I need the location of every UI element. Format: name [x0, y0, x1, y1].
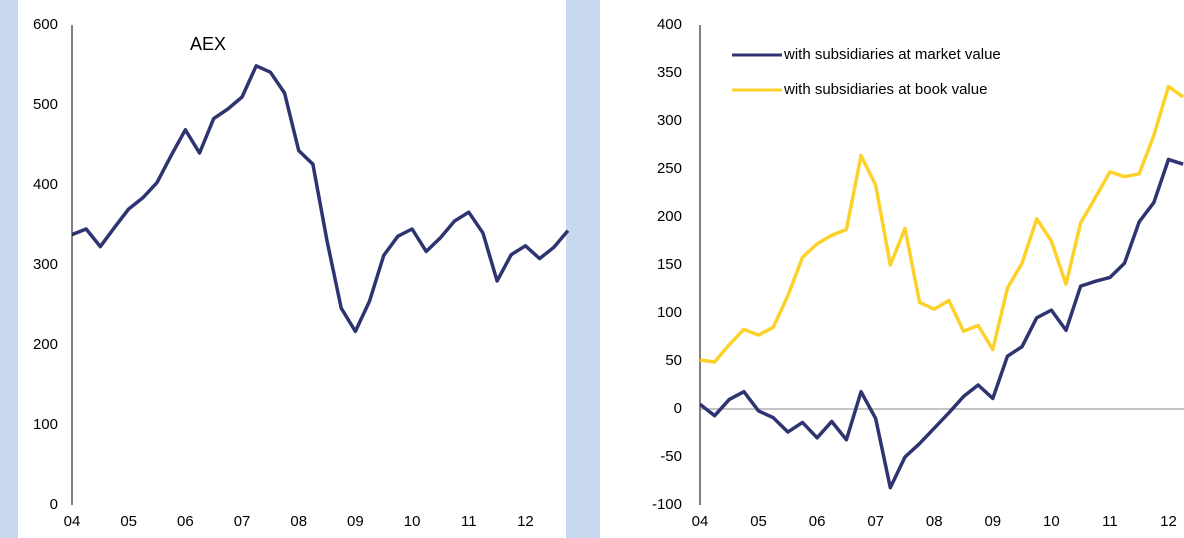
x-tick-label: 11: [1102, 513, 1118, 530]
x-tick-label: 08: [290, 513, 307, 530]
y-tick-label: 300: [33, 256, 58, 273]
x-tick-label: 07: [867, 513, 884, 530]
data-line: [699, 84, 1184, 364]
y-tick-label: -50: [660, 448, 682, 465]
x-tick-label: 05: [120, 513, 137, 530]
x-tick-label: 07: [234, 513, 251, 530]
x-tick-label: 06: [809, 513, 826, 530]
y-tick-label: 200: [33, 336, 58, 353]
legend-label: with subsidiaries at market value: [783, 46, 1001, 63]
x-tick-label: 09: [347, 513, 364, 530]
panel: [18, 0, 566, 538]
plot: [71, 25, 570, 505]
x-tick-label: 06: [177, 513, 194, 530]
x-tick-label: 08: [926, 513, 943, 530]
y-tick-label: 400: [657, 16, 682, 33]
x-tick-label: 05: [750, 513, 767, 530]
x-tick-label: 10: [1043, 513, 1060, 530]
y-tick-label: 200: [657, 208, 682, 225]
y-tick-label: 500: [33, 96, 58, 113]
panel: [600, 0, 1184, 538]
legend-label: with subsidiaries at book value: [783, 81, 987, 98]
y-tick-label: 0: [50, 496, 58, 513]
y-tick-label: 150: [657, 256, 682, 273]
x-tick-label: 11: [461, 513, 477, 530]
x-tick-label: 09: [984, 513, 1001, 530]
y-tick-label: 100: [33, 416, 58, 433]
y-tick-label: 300: [657, 112, 682, 129]
chart-title: AEX: [190, 34, 226, 54]
data-line: [71, 64, 570, 334]
x-tick-label: 10: [404, 513, 421, 530]
y-tick-label: 50: [665, 352, 682, 369]
x-tick-label: 04: [64, 513, 81, 530]
y-tick-label: 600: [33, 16, 58, 33]
y-tick-label: 400: [33, 176, 58, 193]
data-line: [698, 157, 1184, 490]
plot: [698, 25, 1184, 505]
y-tick-label: 0: [674, 400, 682, 417]
y-tick-label: -100: [652, 496, 682, 513]
x-tick-label: 04: [692, 513, 709, 530]
y-tick-label: 250: [657, 160, 682, 177]
x-tick-label: 12: [1160, 513, 1177, 530]
y-tick-label: 100: [657, 304, 682, 321]
y-tick-label: 350: [657, 64, 682, 81]
x-tick-label: 12: [517, 513, 534, 530]
